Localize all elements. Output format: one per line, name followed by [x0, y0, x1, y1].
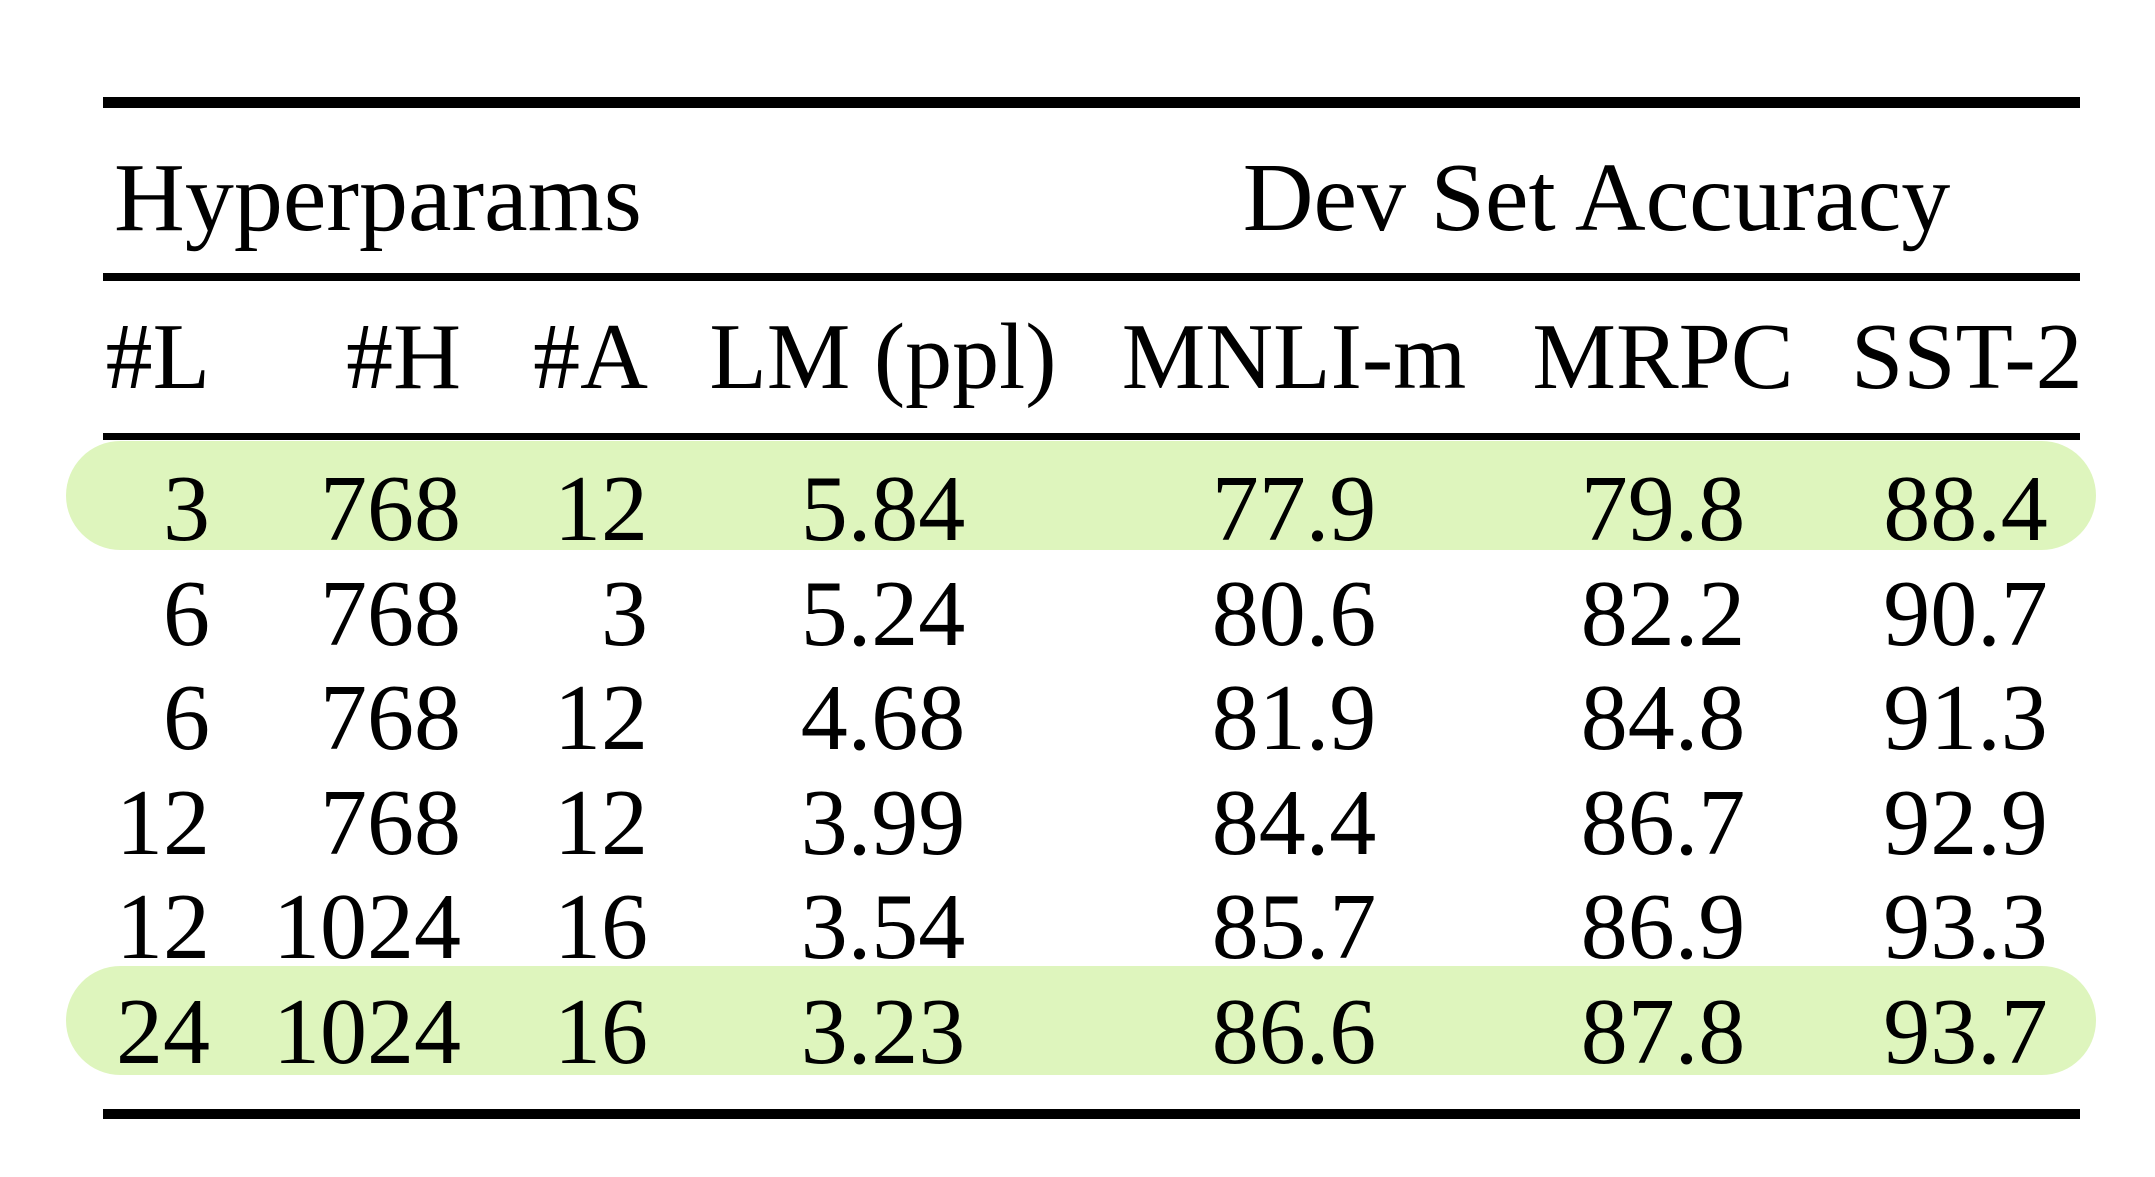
table-cell: 79.8	[1580, 457, 1746, 562]
table-row: 12 1024 16 3.54 85.7 86.9 93.3	[103, 875, 2080, 980]
group-header-dev-set-accuracy: Dev Set Accuracy	[1113, 102, 2081, 281]
table-cell: 12	[554, 770, 648, 875]
table-cell: 768	[320, 561, 461, 666]
table-cell: 768	[320, 666, 461, 771]
results-table: Hyperparams Dev Set Accuracy #L #H #A LM…	[103, 97, 2083, 1119]
table-cell: 3.23	[800, 979, 966, 1084]
table-cell: 3	[163, 457, 210, 562]
table-cell: 84.4	[1211, 770, 1377, 875]
table-cell: 90.7	[1883, 561, 2048, 666]
table-cell: 84.8	[1580, 666, 1746, 771]
column-header-mnli-m: MNLI-m	[1113, 277, 1475, 440]
spacer-row	[103, 437, 2080, 458]
table-row: 6 768 12 4.68 81.9 84.8 91.3	[103, 666, 2080, 771]
table-row: 12 768 12 3.99 84.4 86.7 92.9	[103, 771, 2080, 876]
table-cell: 86.9	[1580, 875, 1746, 980]
column-header-row: #L #H #A LM (ppl) MNLI-m MRPC SST-2	[103, 277, 2083, 440]
group-header-spacer	[653, 102, 1113, 281]
table-cell: 87.8	[1580, 979, 1746, 1084]
table-cell: 16	[554, 875, 648, 980]
table-cell: 12	[554, 457, 648, 562]
table-cell: 93.7	[1883, 979, 2048, 1084]
highlight-band-row-6	[66, 966, 2096, 1075]
table-cell: 82.2	[1580, 561, 1746, 666]
table-row-highlighted: 24 1024 16 3.23 86.6 87.8 93.7	[103, 980, 2080, 1085]
table-cell: 4.68	[800, 666, 966, 771]
table-cell: 80.6	[1211, 561, 1377, 666]
table-cell: 5.84	[800, 457, 966, 562]
table-cell: 77.9	[1211, 457, 1377, 562]
table-cell: 16	[554, 979, 648, 1084]
table-cell: 92.9	[1883, 770, 2048, 875]
table-cell: 768	[320, 457, 461, 562]
table-cell: 12	[116, 770, 210, 875]
column-header-sst-2: SST-2	[1851, 277, 2083, 440]
table-cell: 85.7	[1211, 875, 1377, 980]
column-header-mrpc: MRPC	[1475, 277, 1851, 440]
column-header-hidden-size: #H	[213, 277, 463, 440]
table-cell: 1024	[273, 875, 461, 980]
group-header-hyperparams: Hyperparams	[103, 102, 653, 281]
table-cell: 93.3	[1883, 875, 2048, 980]
table-cell: 12	[116, 875, 210, 980]
group-header-row: Hyperparams Dev Set Accuracy	[103, 102, 2081, 281]
table-cell: 5.24	[800, 561, 966, 666]
table-cell: 1024	[273, 979, 461, 1084]
table-row-highlighted: 3 768 12 5.84 77.9 79.8 88.4	[103, 457, 2080, 562]
table-cell: 88.4	[1883, 457, 2048, 562]
table-cell: 768	[320, 770, 461, 875]
table-cell: 86.6	[1211, 979, 1377, 1084]
highlight-band-row-1	[66, 441, 2096, 550]
column-header-lm-ppl: LM (ppl)	[653, 277, 1113, 440]
table-cell: 3	[601, 561, 648, 666]
table-cell: 24	[116, 979, 210, 1084]
column-header-attn-heads: #A	[463, 277, 653, 440]
table-cell: 86.7	[1580, 770, 1746, 875]
column-header-num-layers: #L	[103, 277, 213, 440]
table-cell: 3.54	[800, 875, 966, 980]
table-cell: 81.9	[1211, 666, 1377, 771]
table-cell: 3.99	[800, 770, 966, 875]
table-cell: 6	[163, 666, 210, 771]
table-cell: 12	[554, 666, 648, 771]
spacer-row	[103, 1084, 2080, 1114]
table-cell: 6	[163, 561, 210, 666]
table-row: 6 768 3 5.24 80.6 82.2 90.7	[103, 562, 2080, 667]
table-cell: 91.3	[1883, 666, 2048, 771]
